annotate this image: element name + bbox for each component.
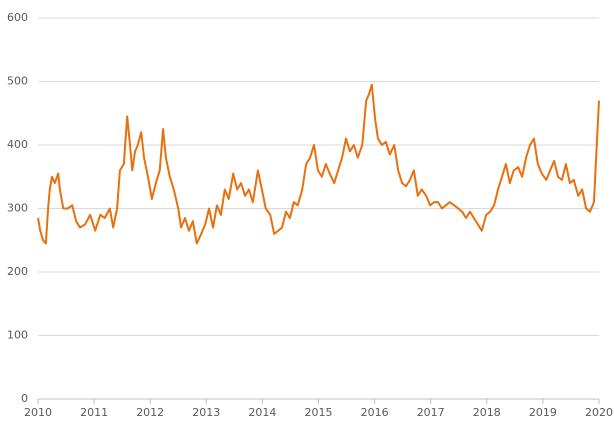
- series-line: [37, 83, 600, 245]
- x-tick-label: 2018: [473, 406, 501, 419]
- x-tick-label: 2010: [24, 406, 52, 419]
- y-tick-label: 400: [7, 138, 28, 151]
- x-tick-label: 2014: [248, 406, 276, 419]
- x-tick-label: 2016: [361, 406, 389, 419]
- x-tick-label: 2011: [80, 406, 108, 419]
- x-tick-label: 2015: [305, 406, 333, 419]
- y-tick-label: 200: [7, 265, 28, 278]
- y-tick-label: 300: [7, 202, 28, 215]
- x-tick-label: 2019: [529, 406, 557, 419]
- y-tick-label: 600: [7, 11, 28, 24]
- y-tick-label: 0: [21, 392, 28, 405]
- x-tick-label: 2013: [192, 406, 220, 419]
- x-tick-label: 2012: [136, 406, 164, 419]
- x-tick-label: 2017: [417, 406, 445, 419]
- x-tick-label: 2020: [585, 406, 613, 419]
- y-tick-label: 100: [7, 329, 28, 342]
- y-tick-label: 500: [7, 75, 28, 88]
